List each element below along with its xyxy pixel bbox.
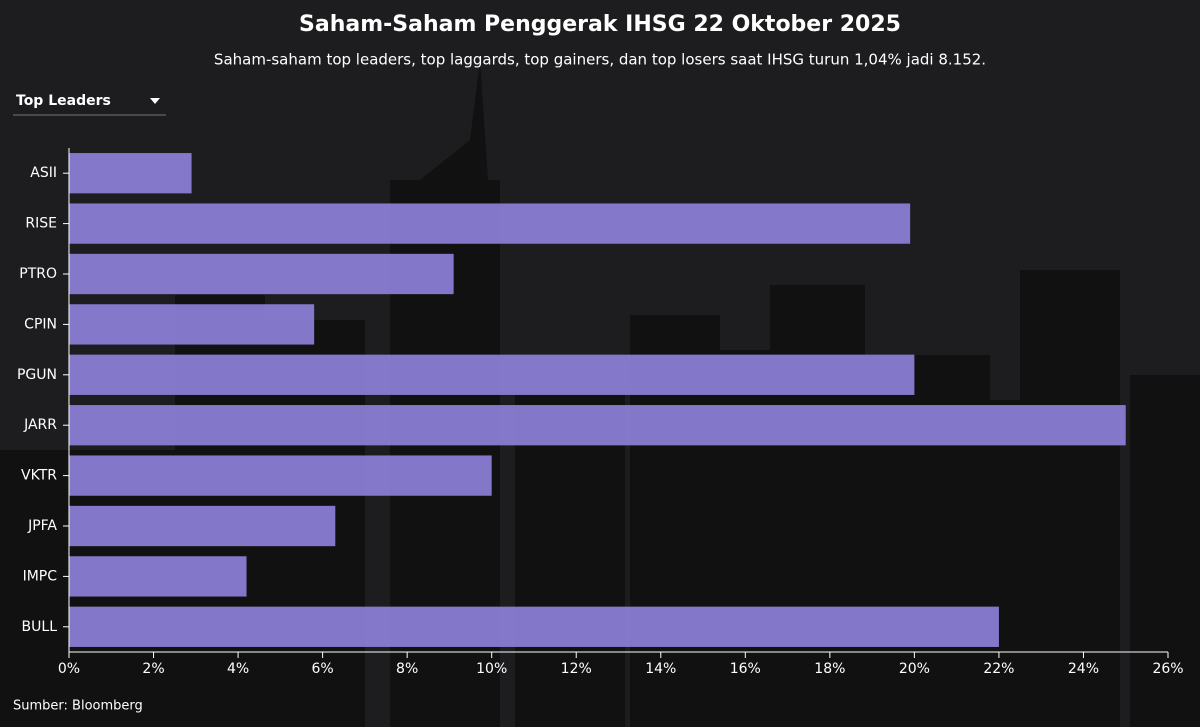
x-tick-label: 24%: [1068, 661, 1099, 677]
source: Sumber: Bloomberg: [13, 699, 143, 714]
bar: [69, 455, 492, 496]
y-tick-label: RISE: [25, 216, 57, 232]
bar: [69, 405, 1126, 446]
y-tick-label: BULL: [22, 619, 58, 635]
x-tick-label: 18%: [814, 661, 845, 677]
x-tick-label: 0%: [58, 661, 80, 677]
x-tick-label: 20%: [899, 661, 930, 677]
bar: [69, 153, 192, 194]
x-tick-label: 10%: [476, 661, 507, 677]
y-tick-label: IMPC: [23, 568, 58, 584]
x-tick-label: 8%: [396, 661, 418, 677]
y-tick-label: VKTR: [21, 468, 57, 484]
chart-subtitle: Saham-saham top leaders, top laggards, t…: [214, 51, 986, 69]
bar: [69, 606, 999, 647]
y-tick-label: ASII: [30, 165, 57, 181]
y-tick-label: JPFA: [27, 518, 57, 534]
x-tick-label: 2%: [142, 661, 164, 677]
dropdown-label[interactable]: Top Leaders: [16, 93, 111, 109]
x-tick-label: 26%: [1152, 661, 1183, 677]
dropdown[interactable]: Top Leaders: [13, 93, 166, 116]
x-tick-label: 12%: [561, 661, 592, 677]
x-tick-label: 6%: [312, 661, 334, 677]
y-tick-label: PTRO: [19, 266, 57, 282]
bar: [69, 354, 915, 395]
bar: [69, 304, 315, 345]
y-tick-label: JARR: [23, 417, 57, 433]
bar: [69, 253, 454, 295]
dropdown-arrow[interactable]: [150, 98, 160, 104]
y-tick-label: PGUN: [17, 367, 57, 383]
x-tick-label: 16%: [730, 661, 761, 677]
x-tick-label: 14%: [645, 661, 676, 677]
bar: [69, 556, 247, 597]
bar: [69, 203, 911, 244]
x-tick-label: 4%: [227, 661, 249, 677]
x-tick-label: 22%: [983, 661, 1014, 677]
bar: [69, 505, 336, 547]
y-tick-label: CPIN: [24, 316, 57, 332]
chart-title: Saham-Saham Penggerak IHSG 22 Oktober 20…: [299, 12, 901, 37]
